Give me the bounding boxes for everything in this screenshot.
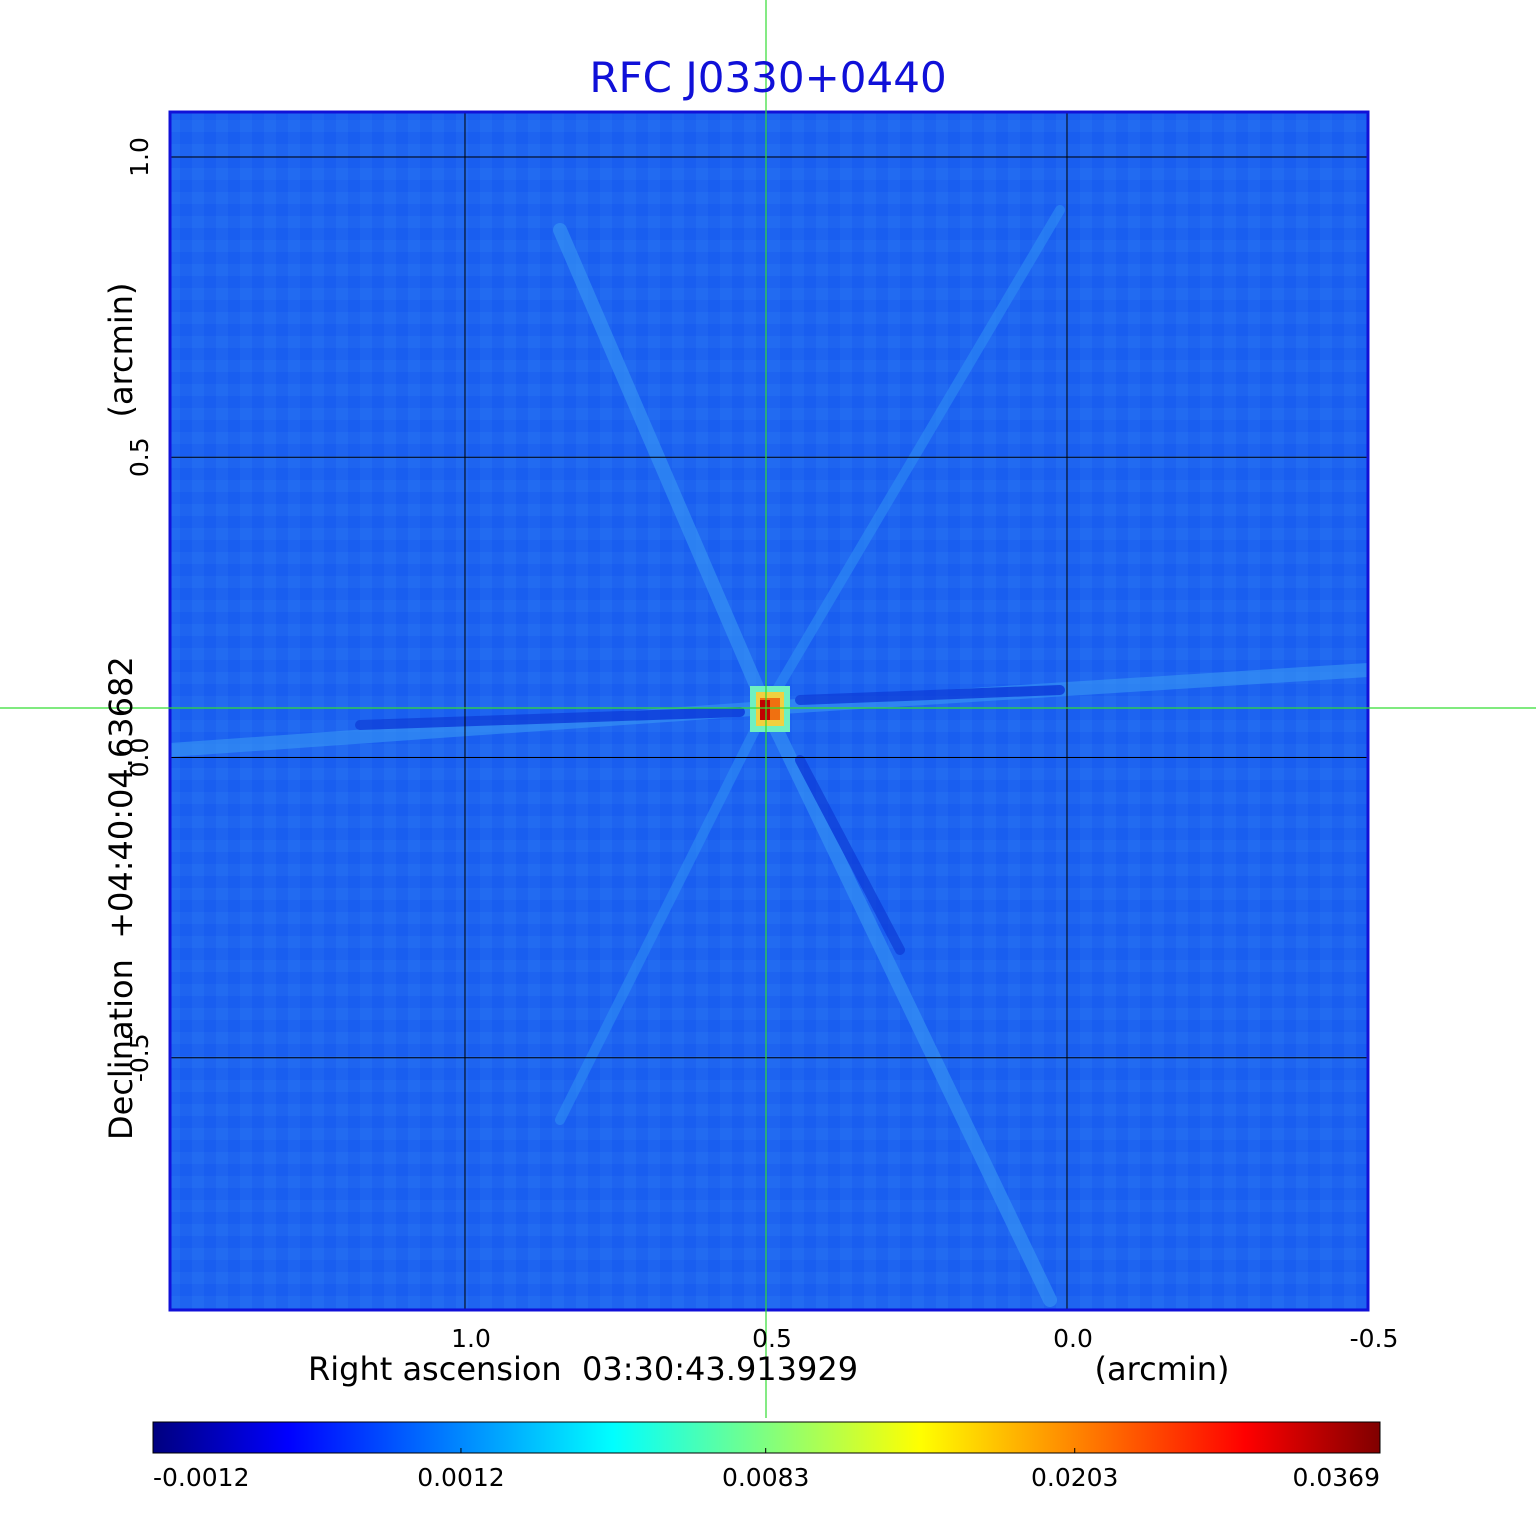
x-axis-unit: (arcmin) bbox=[1095, 1350, 1230, 1388]
y-axis-label: Declination +04:40:04.63682 bbox=[102, 656, 140, 1140]
y-axis-unit: (arcmin) bbox=[102, 283, 140, 418]
chart-title: RFC J0330+0440 bbox=[589, 53, 946, 102]
y-tick-label: -0.5 bbox=[125, 1033, 154, 1082]
y-tick-label: 0.5 bbox=[125, 437, 154, 477]
y-tick-label: 0.0 bbox=[125, 738, 154, 778]
colorbar bbox=[152, 1421, 1381, 1454]
colorbar-tick-label: -0.0012 bbox=[153, 1463, 250, 1492]
colorbar-tick-label: 0.0369 bbox=[1293, 1463, 1380, 1492]
x-tick-label: 0.5 bbox=[752, 1324, 792, 1353]
x-tick-label: 0.0 bbox=[1053, 1324, 1093, 1353]
colorbar-tick-label: 0.0012 bbox=[417, 1463, 504, 1492]
plot-frame bbox=[168, 110, 1370, 1312]
image-field bbox=[170, 112, 1368, 1310]
colorbar-tick-label: 0.0083 bbox=[722, 1463, 809, 1492]
x-tick-label: 1.0 bbox=[451, 1324, 491, 1353]
colorbar-tick-label: 0.0203 bbox=[1031, 1463, 1118, 1492]
x-tick-label: -0.5 bbox=[1350, 1324, 1399, 1353]
y-tick-label: 1.0 bbox=[125, 137, 154, 177]
x-axis-label: Right ascension 03:30:43.913929 bbox=[308, 1350, 858, 1388]
